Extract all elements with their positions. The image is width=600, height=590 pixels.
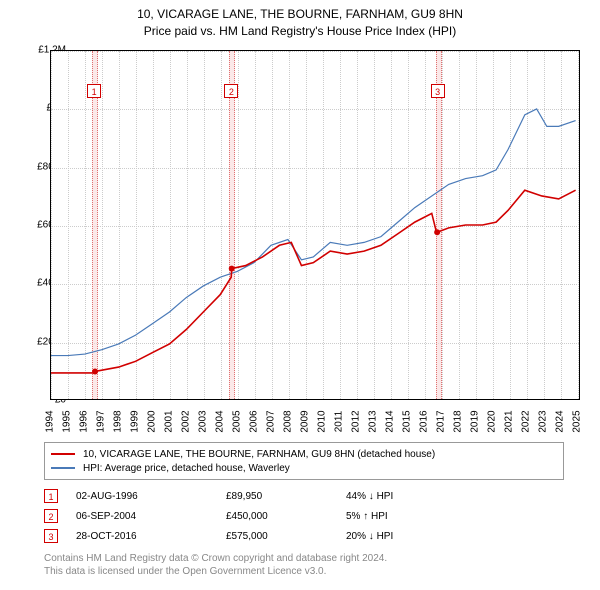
page-container: 10, VICARAGE LANE, THE BOURNE, FARNHAM, …: [0, 0, 600, 590]
legend-row-blue: HPI: Average price, detached house, Wave…: [51, 461, 557, 475]
x-tick-label: 1999: [129, 407, 140, 437]
x-tick-label: 2011: [333, 407, 344, 437]
legend-row-red: 10, VICARAGE LANE, THE BOURNE, FARNHAM, …: [51, 447, 557, 461]
event-number: 3: [44, 529, 58, 543]
x-tick-label: 2009: [299, 407, 310, 437]
title-line-2: Price paid vs. HM Land Registry's House …: [0, 23, 600, 40]
x-tick-label: 1995: [61, 407, 72, 437]
legend-swatch-red: [51, 453, 75, 455]
event-price: £575,000: [226, 531, 346, 542]
sale-point: [229, 266, 235, 272]
events-table: 1 02-AUG-1996£89,95044% ↓ HPI 2 06-SEP-2004…: [44, 486, 564, 546]
footer-line-1: Contains HM Land Registry data © Crown c…: [44, 552, 564, 565]
legend-text-blue: HPI: Average price, detached house, Wave…: [83, 463, 290, 474]
sale-marker-number: 1: [87, 84, 101, 98]
event-price: £450,000: [226, 511, 346, 522]
x-tick-label: 2010: [316, 407, 327, 437]
title-line-1: 10, VICARAGE LANE, THE BOURNE, FARNHAM, …: [0, 6, 600, 23]
x-tick-label: 2012: [350, 407, 361, 437]
property-line: [51, 190, 576, 373]
footer-line-2: This data is licensed under the Open Gov…: [44, 565, 564, 578]
event-date: 06-SEP-2004: [76, 511, 226, 522]
event-number: 1: [44, 489, 58, 503]
x-tick-label: 2020: [486, 407, 497, 437]
sale-marker-number: 2: [224, 84, 238, 98]
x-tick-label: 2005: [231, 407, 242, 437]
x-tick-label: 2006: [248, 407, 259, 437]
x-tick-label: 2007: [265, 407, 276, 437]
title-block: 10, VICARAGE LANE, THE BOURNE, FARNHAM, …: [0, 0, 600, 40]
x-tick-label: 2003: [197, 407, 208, 437]
x-tick-label: 2018: [452, 407, 463, 437]
x-tick-label: 1997: [95, 407, 106, 437]
x-tick-label: 2022: [520, 407, 531, 437]
event-delta: 5% ↑ HPI: [346, 511, 388, 522]
x-tick-label: 2015: [401, 407, 412, 437]
x-tick-label: 2023: [537, 407, 548, 437]
x-tick-label: 2001: [163, 407, 174, 437]
chart-area: [50, 50, 580, 400]
sale-point: [434, 229, 440, 235]
x-tick-label: 2019: [469, 407, 480, 437]
sale-marker-number: 3: [431, 84, 445, 98]
legend-swatch-blue: [51, 467, 75, 469]
event-date: 28-OCT-2016: [76, 531, 226, 542]
x-tick-label: 2025: [571, 407, 582, 437]
x-tick-label: 1998: [112, 407, 123, 437]
chart-svg: [51, 51, 579, 399]
x-tick-label: 2002: [180, 407, 191, 437]
event-delta: 20% ↓ HPI: [346, 531, 393, 542]
x-tick-label: 2014: [384, 407, 395, 437]
event-date: 02-AUG-1996: [76, 491, 226, 502]
x-tick-label: 2013: [367, 407, 378, 437]
event-delta: 44% ↓ HPI: [346, 491, 393, 502]
legend-text-red: 10, VICARAGE LANE, THE BOURNE, FARNHAM, …: [83, 449, 435, 460]
legend-box: 10, VICARAGE LANE, THE BOURNE, FARNHAM, …: [44, 442, 564, 480]
hpi-line: [51, 109, 576, 356]
x-tick-label: 2024: [554, 407, 565, 437]
event-price: £89,950: [226, 491, 346, 502]
footer-text: Contains HM Land Registry data © Crown c…: [44, 552, 564, 578]
event-row: 2 06-SEP-2004£450,0005% ↑ HPI: [44, 506, 564, 526]
x-tick-label: 2017: [435, 407, 446, 437]
x-tick-label: 2008: [282, 407, 293, 437]
x-tick-label: 1996: [78, 407, 89, 437]
x-tick-label: 2004: [214, 407, 225, 437]
x-tick-label: 2021: [503, 407, 514, 437]
event-row: 3 28-OCT-2016£575,00020% ↓ HPI: [44, 526, 564, 546]
x-tick-label: 1994: [45, 407, 56, 437]
event-row: 1 02-AUG-1996£89,95044% ↓ HPI: [44, 486, 564, 506]
sale-point: [92, 368, 98, 374]
x-tick-label: 2000: [146, 407, 157, 437]
event-number: 2: [44, 509, 58, 523]
x-tick-label: 2016: [418, 407, 429, 437]
